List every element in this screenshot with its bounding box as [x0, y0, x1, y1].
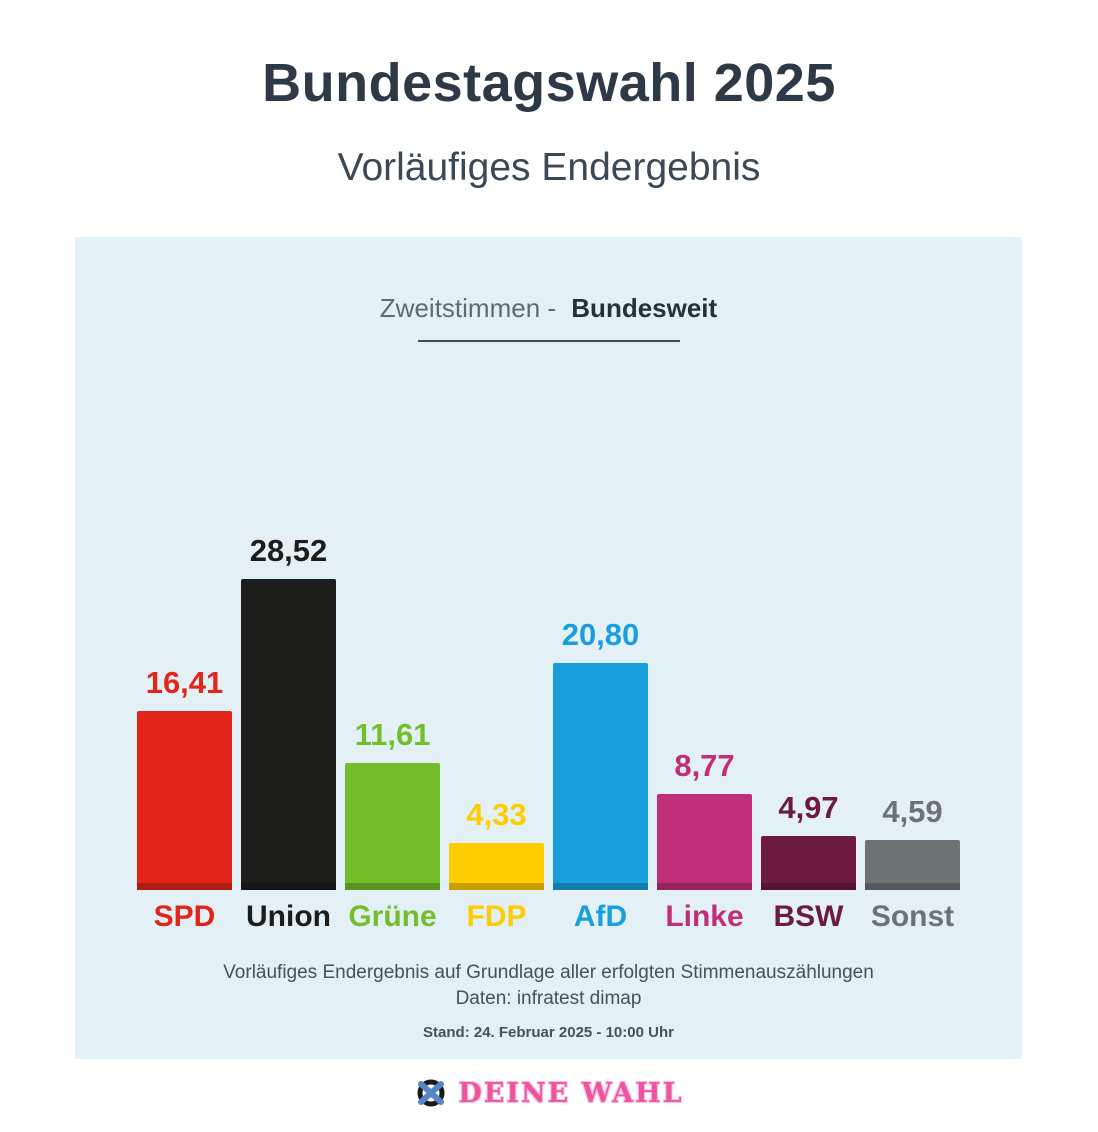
bar-label-fdp: FDP [466, 900, 527, 933]
bar-label-sonst: Sonst [870, 900, 955, 933]
bar-group-sonst: 4,59 [865, 794, 960, 890]
bar-group-afd: 20,80 [553, 617, 648, 890]
bar-sonst [865, 840, 960, 890]
chart-labels: SPD Union Grüne FDP AfD Linke BSW Sonst [75, 900, 1022, 934]
bar-union [241, 579, 336, 890]
bar-fdp [449, 843, 544, 890]
bar-value-linke: 8,77 [674, 748, 735, 783]
bar-value-afd: 20,80 [561, 617, 640, 652]
bar-label-union: Union [246, 900, 331, 933]
bar-value-union: 28,52 [249, 533, 328, 568]
bar-value-sonst: 4,59 [882, 794, 943, 829]
chart-header-prefix: Zweitstimmen - [379, 293, 557, 323]
bar-spd [137, 711, 232, 890]
bar-afd [553, 663, 648, 890]
bar-label-bsw: BSW [773, 900, 844, 933]
chart-header-region: Bundesweit [571, 293, 718, 323]
footnote-line-1: Vorläufiges Endergebnis auf Grundlage al… [223, 962, 874, 983]
bar-value-spd: 16,41 [145, 665, 224, 700]
bar-value-fdp: 4,33 [466, 797, 527, 832]
ballot-x-circle-icon [414, 1076, 448, 1110]
brand-logo-text: DEINE WAHL [458, 1077, 684, 1109]
bar-label-afd: AfD [573, 900, 628, 933]
bar-value-grne: 11,61 [354, 717, 431, 752]
bar-group-fdp: 4,33 [449, 797, 544, 890]
chart-footnote: Vorläufiges Endergebnis auf Grundlage al… [75, 960, 1022, 1012]
bar-bsw [761, 836, 856, 890]
bar-group-spd: 16,41 [137, 665, 232, 890]
chart-bars: 16,41 28,52 11,61 4,33 20,80 8,77 4,97 4,59 [75, 530, 1022, 890]
page-title: Bundestagswahl 2025 [262, 53, 836, 113]
bar-group-union: 28,52 [241, 533, 336, 890]
bar-label-linke: Linke [665, 900, 744, 933]
header-underline [417, 340, 680, 342]
bar-linke [657, 794, 752, 890]
page-subtitle: Vorläufiges Endergebnis [337, 146, 761, 189]
bar-label-grne: Grüne [348, 900, 437, 933]
bar-value-bsw: 4,97 [778, 790, 839, 825]
stand-timestamp: Stand: 24. Februar 2025 - 10:00 Uhr [423, 1024, 674, 1041]
bar-grne [345, 763, 440, 890]
chart-panel: Zweitstimmen - Bundesweit 16,41 28,52 11,6… [75, 237, 1022, 1059]
footnote-line-2: Daten: infratest dimap [455, 988, 642, 1009]
bar-group-bsw: 4,97 [761, 790, 856, 890]
bar-label-spd: SPD [153, 900, 216, 933]
brand-logo: DEINE WAHL [0, 1076, 1098, 1110]
chart-header: Zweitstimmen - Bundesweit [75, 237, 1022, 324]
bar-group-linke: 8,77 [657, 748, 752, 890]
bar-group-grne: 11,61 [345, 717, 440, 890]
